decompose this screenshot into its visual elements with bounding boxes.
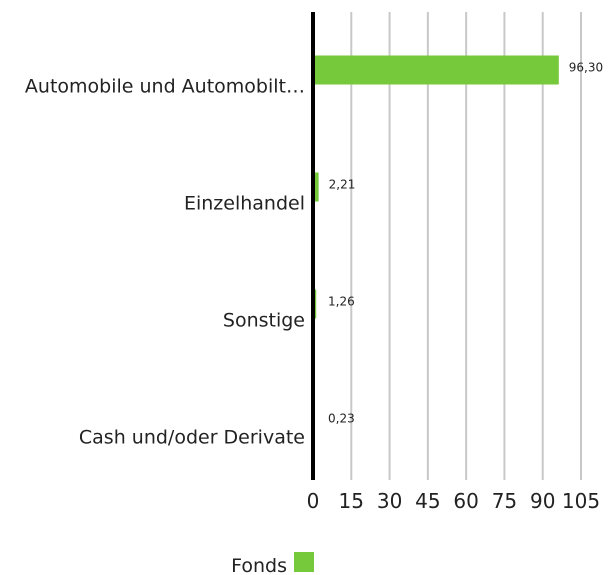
x-tick-label: 45: [415, 489, 440, 513]
value-label: 2,21: [329, 178, 356, 192]
bar: [313, 172, 319, 202]
category-label: Cash und/oder Derivate: [79, 427, 305, 449]
value-label: 1,26: [328, 295, 355, 309]
bar: [313, 55, 559, 85]
value-label: 96,30: [569, 61, 603, 75]
x-tick-label: 15: [339, 489, 364, 513]
x-tick-label: 30: [377, 489, 402, 513]
legend-swatch: [294, 552, 314, 572]
x-tick-label: 60: [453, 489, 478, 513]
category-label: Sonstige: [223, 310, 305, 332]
x-tick-label: 90: [530, 489, 555, 513]
category-label: Einzelhandel: [184, 193, 305, 215]
x-tick-label: 0: [307, 489, 320, 513]
legend-label: Fonds: [231, 555, 287, 575]
x-tick-label: 105: [562, 489, 600, 513]
x-tick-label: 75: [492, 489, 517, 513]
category-label: Automobile und Automobilt…: [25, 76, 305, 98]
value-label: 0,23: [328, 412, 355, 426]
